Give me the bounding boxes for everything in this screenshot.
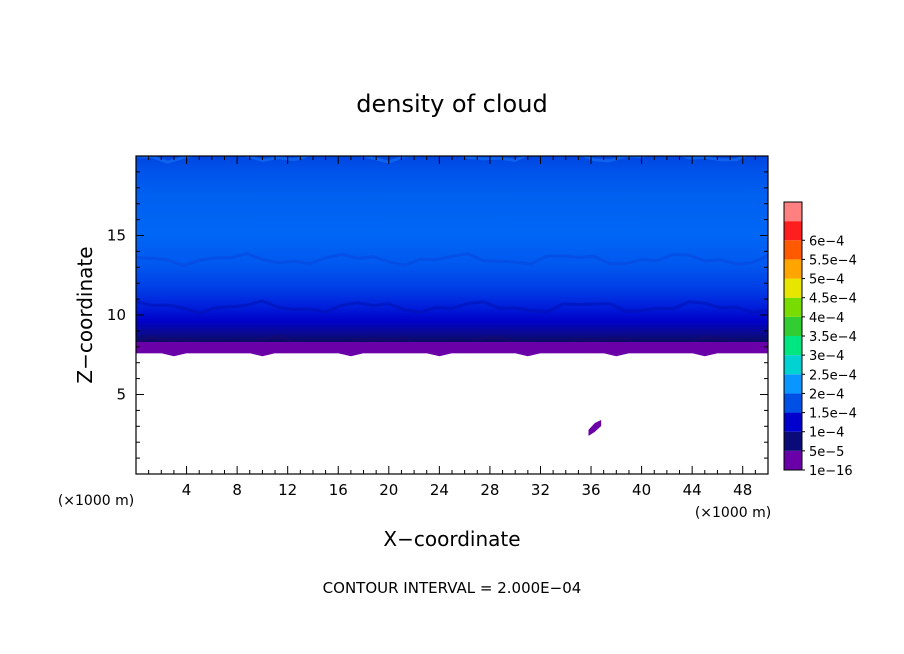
colorbar-swatch: [784, 374, 802, 394]
colorbar: 1e−16 5e−5 1e−4 1.5e−4 2e−4 2.5e−4 3e−4 3.5e−4 4…: [783, 201, 857, 479]
colorbar-label: 5e−5: [809, 445, 844, 460]
contour-band-edge: [136, 299, 768, 315]
contour-band-edge: [136, 251, 768, 268]
x-tick-label: 40: [632, 481, 651, 499]
contour-interval-note: CONTOUR INTERVAL = 2.000E−04: [323, 579, 582, 597]
colorbar-label: 3e−4: [809, 349, 844, 364]
cloud-base-band: [136, 342, 768, 357]
x-unit-label-right: (×1000 m): [695, 505, 771, 521]
colorbar-swatch: [784, 355, 802, 375]
x-unit-label-left: (×1000 m): [58, 493, 134, 509]
colorbar-label: 1e−16: [809, 464, 853, 479]
x-tick-label: 4: [182, 481, 192, 499]
colorbar-label: 6e−4: [809, 234, 844, 249]
colorbar-swatch: [784, 259, 802, 279]
x-tick-label: 24: [430, 481, 449, 499]
x-tick-label: 36: [581, 481, 600, 499]
colorbar-swatch: [784, 412, 802, 432]
colorbar-label: 1.5e−4: [809, 407, 857, 422]
colorbar-swatch: [784, 221, 802, 241]
colorbar-label: 1e−4: [809, 426, 844, 441]
colorbar-label: 2e−4: [809, 387, 844, 402]
colorbar-swatch: [784, 431, 802, 451]
y-tick-label: 5: [116, 386, 126, 404]
colorbar-swatch: [784, 278, 802, 298]
y-tick-label: 15: [107, 227, 126, 245]
chart-title: density of cloud: [356, 90, 547, 118]
x-axis-label: X−coordinate: [383, 527, 520, 551]
x-tick-label: 48: [733, 481, 752, 499]
x-tick-label: 28: [480, 481, 499, 499]
colorbar-swatch: [784, 316, 802, 336]
x-tick-label: 32: [531, 481, 550, 499]
colorbar-swatch: [784, 297, 802, 317]
colorbar-label: 4e−4: [809, 311, 844, 326]
x-tick-label: 8: [232, 481, 242, 499]
colorbar-swatch: [784, 240, 802, 260]
x-tick-label: 44: [683, 481, 702, 499]
x-tick-label: 20: [379, 481, 398, 499]
x-tick-label: 12: [278, 481, 297, 499]
x-tick-label: 16: [329, 481, 348, 499]
colorbar-swatch: [784, 450, 802, 470]
colorbar-label: 2.5e−4: [809, 368, 857, 383]
colorbar-label: 4.5e−4: [809, 292, 857, 307]
colorbar-label: 5.5e−4: [809, 253, 857, 268]
colorbar-swatch: [784, 393, 802, 413]
plot-area: [136, 156, 768, 436]
y-axis-label: Z−coordinate: [73, 246, 97, 383]
colorbar-swatch: [784, 336, 802, 356]
colorbar-label: 5e−4: [809, 273, 844, 288]
colorbar-label: 3.5e−4: [809, 330, 857, 345]
colorbar-swatch: [784, 202, 802, 222]
isolated-cloud-patch: [588, 419, 602, 436]
y-tick-label: 10: [107, 306, 126, 324]
